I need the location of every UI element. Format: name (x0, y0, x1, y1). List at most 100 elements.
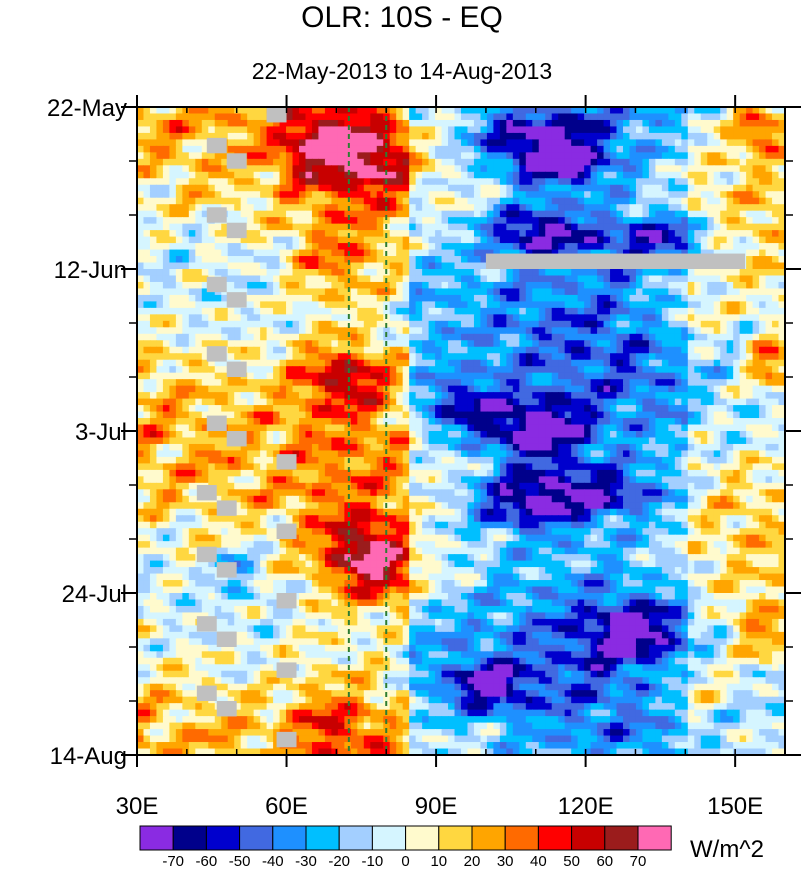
heatmap-cell (402, 152, 410, 160)
heatmap-cell (519, 405, 527, 413)
heatmap-cell (759, 262, 767, 270)
heatmap-cell (726, 269, 734, 277)
heatmap-cell (260, 165, 268, 173)
heatmap-cell (311, 346, 320, 354)
heatmap-cell (415, 333, 423, 341)
heatmap-cell (655, 165, 663, 173)
heatmap-cell (402, 340, 410, 348)
heatmap-cell (681, 385, 689, 393)
heatmap-cell (201, 191, 209, 199)
heatmap-cell (467, 372, 475, 380)
heatmap-cell (279, 262, 287, 270)
heatmap-cell (188, 418, 196, 426)
heatmap-cell (694, 236, 702, 244)
heatmap-cell (441, 171, 449, 179)
heatmap-cell (681, 158, 689, 166)
heatmap-cell (162, 301, 170, 309)
heatmap-cell (324, 424, 332, 432)
heatmap-cell (286, 107, 294, 115)
heatmap-cell (759, 346, 767, 354)
heatmap-cell (247, 119, 255, 128)
heatmap-cell (668, 223, 676, 231)
heatmap-cell (357, 223, 365, 231)
heatmap-cell (318, 262, 326, 270)
heatmap-cell (169, 210, 177, 218)
heatmap-cell (441, 217, 449, 225)
heatmap-cell (311, 139, 320, 147)
heatmap-cell (292, 132, 300, 140)
heatmap-cell (623, 171, 631, 179)
heatmap-cell (506, 126, 514, 134)
heatmap-cell (584, 191, 592, 199)
heatmap-cell (525, 307, 533, 315)
heatmap-cell (402, 113, 410, 121)
heatmap-cell (486, 223, 494, 231)
heatmap-cell (415, 359, 423, 367)
heatmap-cell (363, 184, 371, 192)
heatmap-cell (286, 294, 294, 302)
heatmap-cell (765, 366, 773, 374)
heatmap-cell (162, 145, 170, 153)
heatmap-cell (279, 236, 287, 244)
heatmap-cell (584, 230, 592, 238)
heatmap-cell (538, 249, 546, 257)
heatmap-cell (441, 288, 449, 296)
heatmap-cell (350, 197, 358, 205)
heatmap-cell (402, 191, 410, 199)
heatmap-cell (772, 158, 780, 166)
heatmap-cell (448, 119, 456, 128)
heatmap-cell (273, 327, 281, 335)
heatmap-cell (454, 145, 462, 153)
heatmap-cell (512, 405, 520, 413)
heatmap-cell (623, 398, 631, 406)
heatmap-cell (370, 113, 378, 121)
heatmap-cell (538, 385, 546, 393)
heatmap-cell (525, 145, 533, 153)
heatmap-cell (175, 262, 183, 270)
heatmap-cell (137, 126, 145, 134)
heatmap-cell (318, 385, 326, 393)
heatmap-cell (564, 398, 572, 406)
heatmap-cell (467, 327, 475, 335)
heatmap-cell (208, 107, 216, 115)
heatmap-cell (597, 424, 605, 432)
heatmap-cell (396, 307, 404, 315)
heatmap-cell (467, 294, 475, 302)
heatmap-cell (448, 249, 456, 257)
heatmap-cell (441, 165, 449, 173)
heatmap-cell (532, 171, 540, 179)
heatmap-cell (337, 191, 345, 199)
heatmap-cell (331, 398, 339, 406)
heatmap-cell (234, 210, 242, 218)
heatmap-cell (610, 269, 618, 277)
heatmap-cell (389, 281, 397, 290)
heatmap-cell (700, 152, 708, 160)
heatmap-cell (610, 165, 618, 173)
heatmap-cell (603, 307, 611, 315)
heatmap-cell (149, 165, 158, 173)
heatmap-cell (739, 178, 747, 186)
heatmap-cell (778, 243, 786, 251)
heatmap-cell (175, 152, 183, 160)
heatmap-cell (318, 340, 326, 348)
heatmap-cell (299, 359, 307, 367)
heatmap-cell (648, 333, 656, 341)
heatmap-cell (733, 281, 741, 290)
heatmap-cell (499, 217, 507, 225)
heatmap-cell (700, 210, 708, 218)
heatmap-cell (564, 372, 572, 380)
heatmap-cell (642, 145, 650, 153)
heatmap-cell (182, 366, 190, 374)
heatmap-cell (519, 424, 527, 432)
heatmap-cell (396, 107, 404, 115)
heatmap-cell (577, 307, 585, 315)
heatmap-cell (137, 152, 145, 160)
heatmap-cell (545, 158, 553, 166)
heatmap-cell (137, 269, 145, 277)
heatmap-cell (778, 119, 786, 128)
heatmap-cell (629, 340, 637, 348)
heatmap-cell (713, 223, 721, 231)
heatmap-cell (370, 385, 378, 393)
heatmap-cell (396, 372, 404, 380)
heatmap-cell (765, 301, 773, 309)
